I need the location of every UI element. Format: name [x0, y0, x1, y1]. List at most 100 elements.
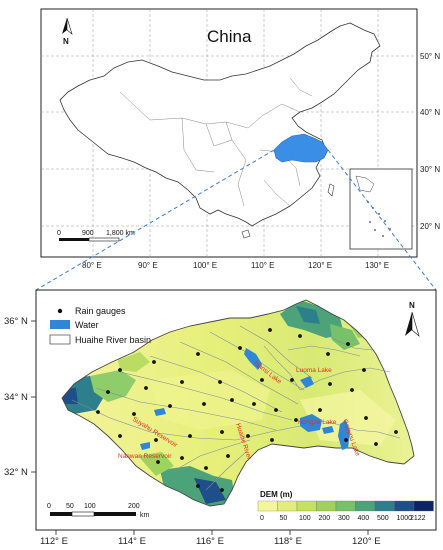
label-nanwan-reservoir: Nanwan Reservoir [118, 453, 172, 460]
map-legend: Rain gauges Water Huaihe River basin [49, 306, 151, 345]
dem-swatch [413, 500, 434, 512]
basin-outline [61, 299, 415, 507]
small-lake [322, 426, 334, 434]
bottom-lat-34: 34° N [4, 392, 28, 403]
legend-rain-gauges: Rain gauges [75, 306, 126, 316]
dem-tick-label: 200 [319, 515, 331, 522]
bottom-scale-bar: 0 50 100 200 km [47, 503, 150, 519]
gauge [326, 352, 330, 356]
connector-right [327, 149, 437, 291]
gauge [230, 398, 234, 402]
gauge [298, 334, 302, 338]
gauge [350, 388, 354, 392]
gauge [144, 386, 148, 390]
gauge [252, 402, 256, 406]
bottom-lat-labels: 36° N 34° N 32° N [4, 316, 28, 478]
bottom-scale-50: 50 [66, 503, 74, 510]
water-bodies [140, 348, 350, 450]
gauge [196, 484, 200, 488]
nansi-lake [244, 348, 262, 370]
gauge [226, 454, 230, 458]
dem-tick-label: 500 [377, 515, 389, 522]
top-scale-0: 0 [57, 230, 61, 237]
label-hongze-lake: Hongze Lake [298, 419, 337, 426]
luoma-lake [300, 376, 314, 388]
gauge [318, 408, 322, 412]
bottom-north-arrow-icon: N [405, 301, 420, 337]
bottom-scale-0: 0 [47, 503, 51, 510]
gauge [374, 442, 378, 446]
bottom-north-label: N [409, 301, 415, 310]
bottom-scale-100: 100 [84, 503, 96, 510]
dem-title: DEM (m) [260, 490, 293, 499]
top-lon-80: 80° E [82, 261, 102, 270]
gauge [156, 460, 160, 464]
dem-tick-label: 400 [358, 515, 370, 522]
top-lon-120: 120° E [308, 261, 332, 270]
top-scale-bar: 0 900 1,800 km [57, 230, 135, 242]
gauge [346, 342, 350, 346]
bottom-lon-118: 118° E [274, 536, 302, 547]
dem-tick-label: 300 [338, 515, 350, 522]
gauge [202, 402, 206, 406]
gauge [290, 378, 294, 382]
bottom-lon-116: 116° E [196, 536, 224, 547]
dem-swatch [257, 500, 278, 512]
gauge [328, 382, 332, 386]
label-luoma-lake: Luoma Lake [296, 367, 332, 374]
gauge [238, 346, 242, 350]
inset-coast [355, 175, 375, 193]
gauge [268, 328, 272, 332]
south-china-sea-inset [349, 168, 413, 250]
gauge [180, 380, 184, 384]
top-lat-labels: 50° N 40° N 30° N 20° N [420, 52, 440, 231]
legend-gauge-marker [57, 308, 63, 314]
dem-tick-label: 0 [260, 515, 264, 522]
top-lon-labels: 80° E 90° E 100° E 110° E 120° E 130° E [82, 261, 389, 270]
gauge [152, 360, 156, 364]
top-lon-110: 110° E [251, 261, 275, 270]
top-lat-50: 50° N [420, 52, 440, 61]
top-basin-highlight [273, 133, 329, 163]
legend-basin-swatch [49, 334, 71, 345]
hongze-lake [300, 414, 322, 432]
gauge [96, 410, 100, 414]
bottom-scale-km: km [140, 512, 150, 519]
bottom-lon-112: 112° E [40, 536, 68, 547]
gauge [204, 466, 208, 470]
gauge [362, 368, 366, 372]
top-lat-20: 20° N [420, 222, 440, 231]
dem-tick-label: 50 [280, 515, 288, 522]
dem-swatch [316, 500, 337, 512]
legend-basin: Huaihe River basin [75, 335, 151, 345]
top-scale-1800: 1,800 km [106, 230, 135, 237]
bottom-lat-36: 36° N [4, 316, 28, 327]
top-lon-130: 130° E [365, 261, 389, 270]
gauge [344, 438, 348, 442]
gauge [154, 438, 158, 442]
dem-tick-label: 100 [299, 515, 311, 522]
gauge [220, 430, 224, 434]
top-lat-30: 30° N [420, 165, 440, 174]
bottom-lon-ticks [55, 530, 369, 535]
hainan-island [241, 229, 251, 239]
gauge [180, 456, 184, 460]
nanwan-reservoir [140, 442, 150, 450]
gauge [364, 416, 368, 420]
top-lat-40: 40° N [420, 108, 440, 117]
bottom-scale-200: 200 [128, 503, 140, 510]
dem-tick-label: 2122 [410, 515, 426, 522]
gauge [118, 368, 122, 372]
dem-swatch [374, 500, 395, 512]
legend-water: Water [75, 320, 99, 330]
gauge [270, 438, 274, 442]
dem-swatch [335, 500, 356, 512]
bottom-lon-labels: 112° E 114° E 116° E 118° E 120° E [40, 536, 381, 547]
gauge [188, 434, 192, 438]
gaoyou-lake [338, 420, 350, 450]
bottom-lon-114: 114° E [118, 536, 146, 547]
dem-swatch [394, 500, 415, 512]
top-lon-90: 90° E [138, 261, 158, 270]
